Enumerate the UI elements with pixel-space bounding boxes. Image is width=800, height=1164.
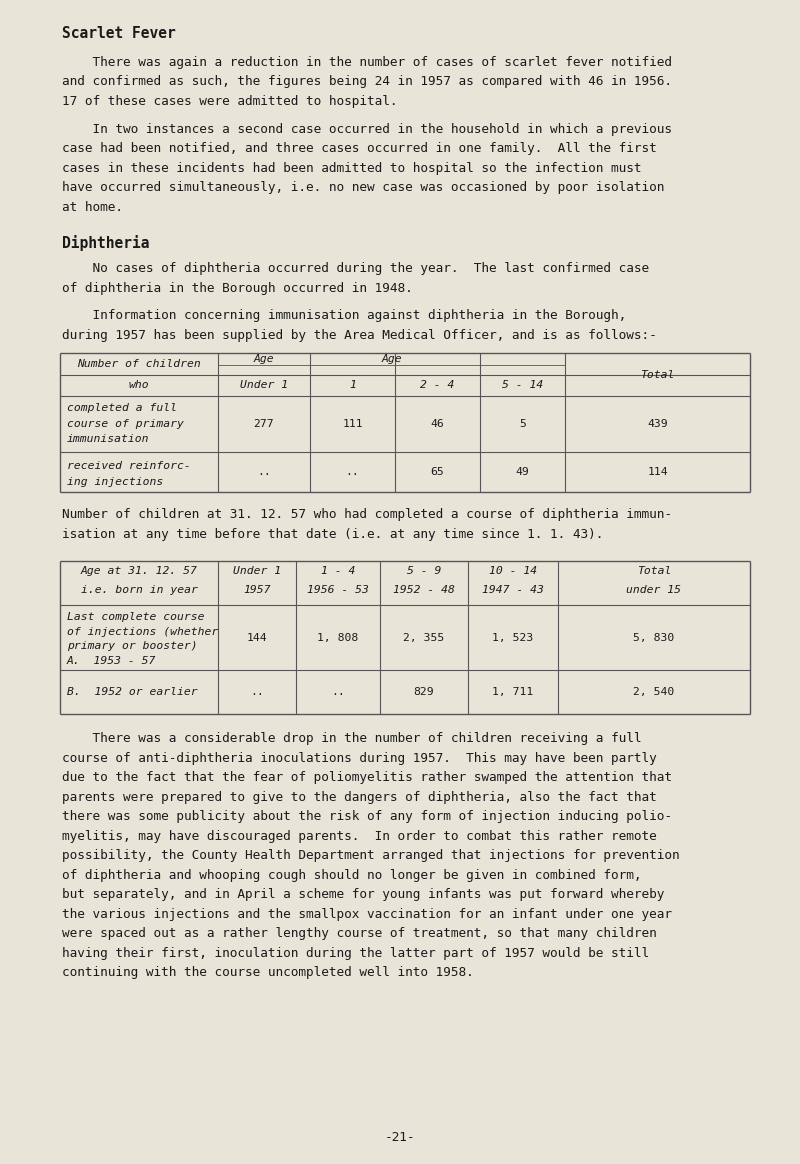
Text: have occurred simultaneously, i.e. no new case was occasioned by poor isolation: have occurred simultaneously, i.e. no ne…	[62, 180, 664, 194]
Text: immunisation: immunisation	[67, 434, 150, 443]
Text: 1952 - 48: 1952 - 48	[393, 584, 455, 595]
Text: under 15: under 15	[626, 584, 682, 595]
Text: who: who	[129, 381, 150, 390]
Text: No cases of diphtheria occurred during the year.  The last confirmed case: No cases of diphtheria occurred during t…	[62, 262, 649, 275]
Text: 144: 144	[246, 632, 267, 643]
Text: Under 1: Under 1	[233, 566, 281, 576]
Text: 5 - 14: 5 - 14	[502, 381, 543, 390]
Text: Scarlet Fever: Scarlet Fever	[62, 26, 176, 41]
Text: 111: 111	[342, 419, 363, 430]
Text: 2, 355: 2, 355	[403, 632, 445, 643]
Text: Diphtheria: Diphtheria	[62, 235, 150, 251]
Text: ..: ..	[346, 467, 359, 477]
Text: due to the fact that the fear of poliomyelitis rather swamped the attention that: due to the fact that the fear of poliomy…	[62, 771, 672, 785]
Text: 1947 - 43: 1947 - 43	[482, 584, 544, 595]
Text: Information concerning immunisation against diphtheria in the Borough,: Information concerning immunisation agai…	[62, 308, 626, 322]
Text: Number of children at 31. 12. 57 who had completed a course of diphtheria immun-: Number of children at 31. 12. 57 who had…	[62, 508, 672, 521]
Text: There was again a reduction in the number of cases of scarlet fever notified: There was again a reduction in the numbe…	[62, 56, 672, 69]
Text: Number of children: Number of children	[77, 359, 201, 369]
Text: 46: 46	[430, 419, 444, 430]
Text: ..: ..	[250, 687, 264, 697]
Text: 2 - 4: 2 - 4	[420, 381, 454, 390]
Text: i.e. born in year: i.e. born in year	[81, 584, 198, 595]
Text: at home.: at home.	[62, 200, 123, 213]
Text: Age: Age	[254, 354, 274, 364]
Text: There was a considerable drop in the number of children receiving a full: There was a considerable drop in the num…	[62, 732, 642, 745]
Text: 5, 830: 5, 830	[634, 632, 674, 643]
Text: possibility, the County Health Department arranged that injections for preventio: possibility, the County Health Departmen…	[62, 849, 680, 863]
Text: Age at 31. 12. 57: Age at 31. 12. 57	[81, 566, 198, 576]
Text: having their first, inoculation during the latter part of 1957 would be still: having their first, inoculation during t…	[62, 946, 649, 959]
Text: the various injections and the smallpox vaccination for an infant under one year: the various injections and the smallpox …	[62, 908, 672, 921]
Text: 1: 1	[349, 381, 356, 390]
Text: there was some publicity about the risk of any form of injection inducing polio-: there was some publicity about the risk …	[62, 810, 672, 823]
Text: of injections (whether: of injections (whether	[67, 626, 218, 637]
Text: 17 of these cases were admitted to hospital.: 17 of these cases were admitted to hospi…	[62, 95, 398, 108]
Text: Age: Age	[381, 354, 402, 364]
Text: 439: 439	[647, 419, 668, 430]
Text: 277: 277	[254, 419, 274, 430]
Text: Total: Total	[637, 566, 671, 576]
Text: 1, 711: 1, 711	[492, 687, 534, 697]
Text: but separately, and in April a scheme for young infants was put forward whereby: but separately, and in April a scheme fo…	[62, 888, 664, 901]
Text: ing injections: ing injections	[67, 476, 163, 487]
Text: 829: 829	[414, 687, 434, 697]
Text: Total: Total	[640, 369, 674, 379]
Text: In two instances a second case occurred in the household in which a previous: In two instances a second case occurred …	[62, 122, 672, 135]
Text: isation at any time before that date (i.e. at any time since 1. 1. 43).: isation at any time before that date (i.…	[62, 527, 603, 540]
Text: received reinforc-: received reinforc-	[67, 461, 190, 471]
Text: cases in these incidents had been admitted to hospital so the infection must: cases in these incidents had been admitt…	[62, 162, 642, 175]
Text: of diphtheria in the Borough occurred in 1948.: of diphtheria in the Borough occurred in…	[62, 282, 413, 294]
Text: -21-: -21-	[385, 1131, 415, 1144]
Text: ..: ..	[257, 467, 271, 477]
Text: 1, 523: 1, 523	[492, 632, 534, 643]
Text: continuing with the course uncompleted well into 1958.: continuing with the course uncompleted w…	[62, 966, 474, 979]
Text: course of primary: course of primary	[67, 419, 184, 428]
Text: during 1957 has been supplied by the Area Medical Officer, and is as follows:-: during 1957 has been supplied by the Are…	[62, 328, 657, 341]
Text: 5 - 9: 5 - 9	[407, 566, 441, 576]
Text: 49: 49	[516, 467, 530, 477]
Text: 1956 - 53: 1956 - 53	[307, 584, 369, 595]
Text: 5: 5	[519, 419, 526, 430]
Text: 2, 540: 2, 540	[634, 687, 674, 697]
Text: Last complete course: Last complete course	[67, 612, 205, 622]
Text: Under 1: Under 1	[240, 381, 288, 390]
Text: were spaced out as a rather lengthy course of treatment, so that many children: were spaced out as a rather lengthy cour…	[62, 927, 657, 941]
Text: of diphtheria and whooping cough should no longer be given in combined form,: of diphtheria and whooping cough should …	[62, 868, 642, 881]
Text: 10 - 14: 10 - 14	[489, 566, 537, 576]
Text: A.  1953 - 57: A. 1953 - 57	[67, 655, 156, 666]
Text: 1 - 4: 1 - 4	[321, 566, 355, 576]
Text: myelitis, may have discouraged parents.  In order to combat this rather remote: myelitis, may have discouraged parents. …	[62, 830, 657, 843]
Text: B.  1952 or earlier: B. 1952 or earlier	[67, 687, 198, 697]
Text: 1, 808: 1, 808	[318, 632, 358, 643]
Text: 65: 65	[430, 467, 444, 477]
Text: case had been notified, and three cases occurred in one family.  All the first: case had been notified, and three cases …	[62, 142, 657, 155]
Text: and confirmed as such, the figures being 24 in 1957 as compared with 46 in 1956.: and confirmed as such, the figures being…	[62, 76, 672, 88]
Text: 114: 114	[647, 467, 668, 477]
Text: ..: ..	[331, 687, 345, 697]
Text: 1957: 1957	[243, 584, 270, 595]
Text: parents were prepared to give to the dangers of diphtheria, also the fact that: parents were prepared to give to the dan…	[62, 790, 657, 803]
Text: course of anti-diphtheria inoculations during 1957.  This may have been partly: course of anti-diphtheria inoculations d…	[62, 752, 657, 765]
Text: completed a full: completed a full	[67, 403, 177, 413]
Text: primary or booster): primary or booster)	[67, 641, 198, 651]
